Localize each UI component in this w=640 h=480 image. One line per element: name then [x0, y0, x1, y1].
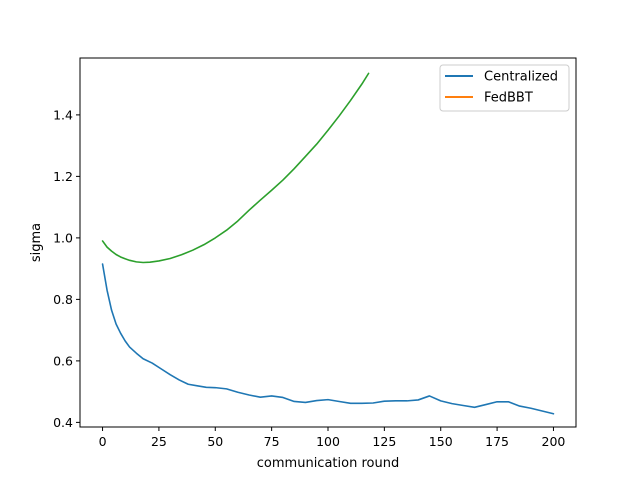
series-layer [101, 72, 555, 415]
x-tick-label: 125 [372, 434, 396, 449]
y-tick-label: 0.6 [53, 353, 73, 368]
x-tick-label: 0 [99, 434, 107, 449]
series-line-centralized [101, 263, 555, 415]
x-tick-label: 100 [316, 434, 340, 449]
legend-label-fedbbt: FedBBT [484, 91, 533, 106]
legend-label-centralized: Centralized [484, 70, 558, 85]
legend: Centralized FedBBT [439, 64, 570, 112]
x-axis: 0 25 50 75 100 125 150 175 200 [99, 427, 566, 449]
y-tick-label: 1.4 [53, 107, 73, 122]
x-tick-label: 175 [485, 434, 509, 449]
series-line-fedbbt [101, 72, 370, 264]
y-tick-label: 1.0 [53, 230, 73, 245]
x-axis-label: communication round [257, 456, 399, 471]
x-tick-label: 150 [429, 434, 453, 449]
y-tick-label: 0.8 [53, 292, 73, 307]
y-tick-label: 1.2 [53, 169, 73, 184]
x-tick-label: 25 [151, 434, 167, 449]
x-tick-label: 75 [264, 434, 280, 449]
y-axis-label: sigma [29, 223, 44, 262]
x-tick-label: 50 [207, 434, 223, 449]
x-tick-label: 200 [542, 434, 566, 449]
y-axis: 0.4 0.6 0.8 1.0 1.2 1.4 [53, 107, 80, 430]
y-tick-label: 0.4 [53, 415, 73, 430]
